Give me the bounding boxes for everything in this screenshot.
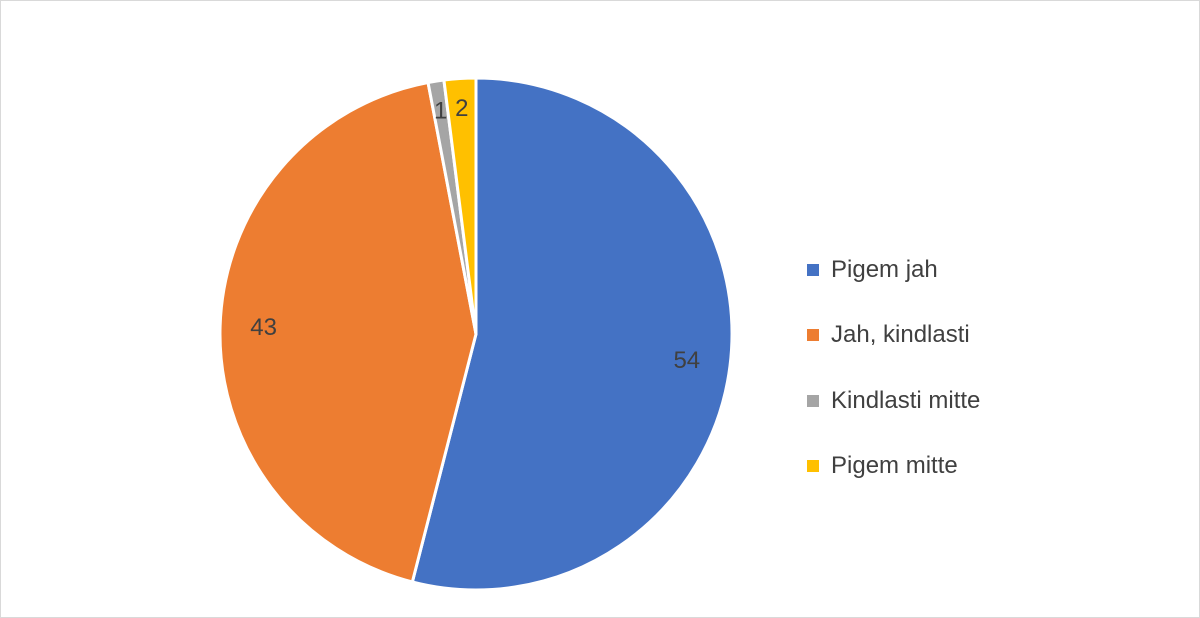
data-label-jah-kindlasti: 43 bbox=[250, 314, 277, 341]
legend-swatch bbox=[807, 394, 819, 407]
legend-item-pigem-jah: Pigem jah bbox=[807, 237, 1187, 303]
data-label-pigem-mitte: 2 bbox=[455, 95, 468, 122]
legend-item-jah-kindlasti: Jah, kindlasti bbox=[807, 303, 1187, 369]
legend-label: Pigem mitte bbox=[831, 452, 958, 480]
legend-swatch bbox=[807, 460, 819, 473]
slice-pigem-mitte bbox=[442, 76, 478, 336]
slice-pigem-jah bbox=[410, 76, 734, 592]
slice-jah-kindlasti bbox=[218, 81, 478, 584]
legend-item-kindlasti-mitte: Kindlasti mitte bbox=[807, 368, 1187, 434]
legend-swatch bbox=[807, 263, 819, 276]
legend-label: Pigem jah bbox=[831, 255, 938, 283]
legend: Pigem jah Jah, kindlasti Kindlasti mitte… bbox=[807, 237, 1187, 499]
data-label-kindlasti-mitte: 1 bbox=[434, 97, 447, 124]
data-label-pigem-jah: 54 bbox=[673, 347, 700, 374]
legend-label: Kindlasti mitte bbox=[831, 386, 981, 414]
legend-swatch bbox=[807, 329, 819, 342]
legend-item-pigem-mitte: Pigem mitte bbox=[807, 434, 1187, 500]
legend-label: Jah, kindlasti bbox=[831, 321, 970, 349]
